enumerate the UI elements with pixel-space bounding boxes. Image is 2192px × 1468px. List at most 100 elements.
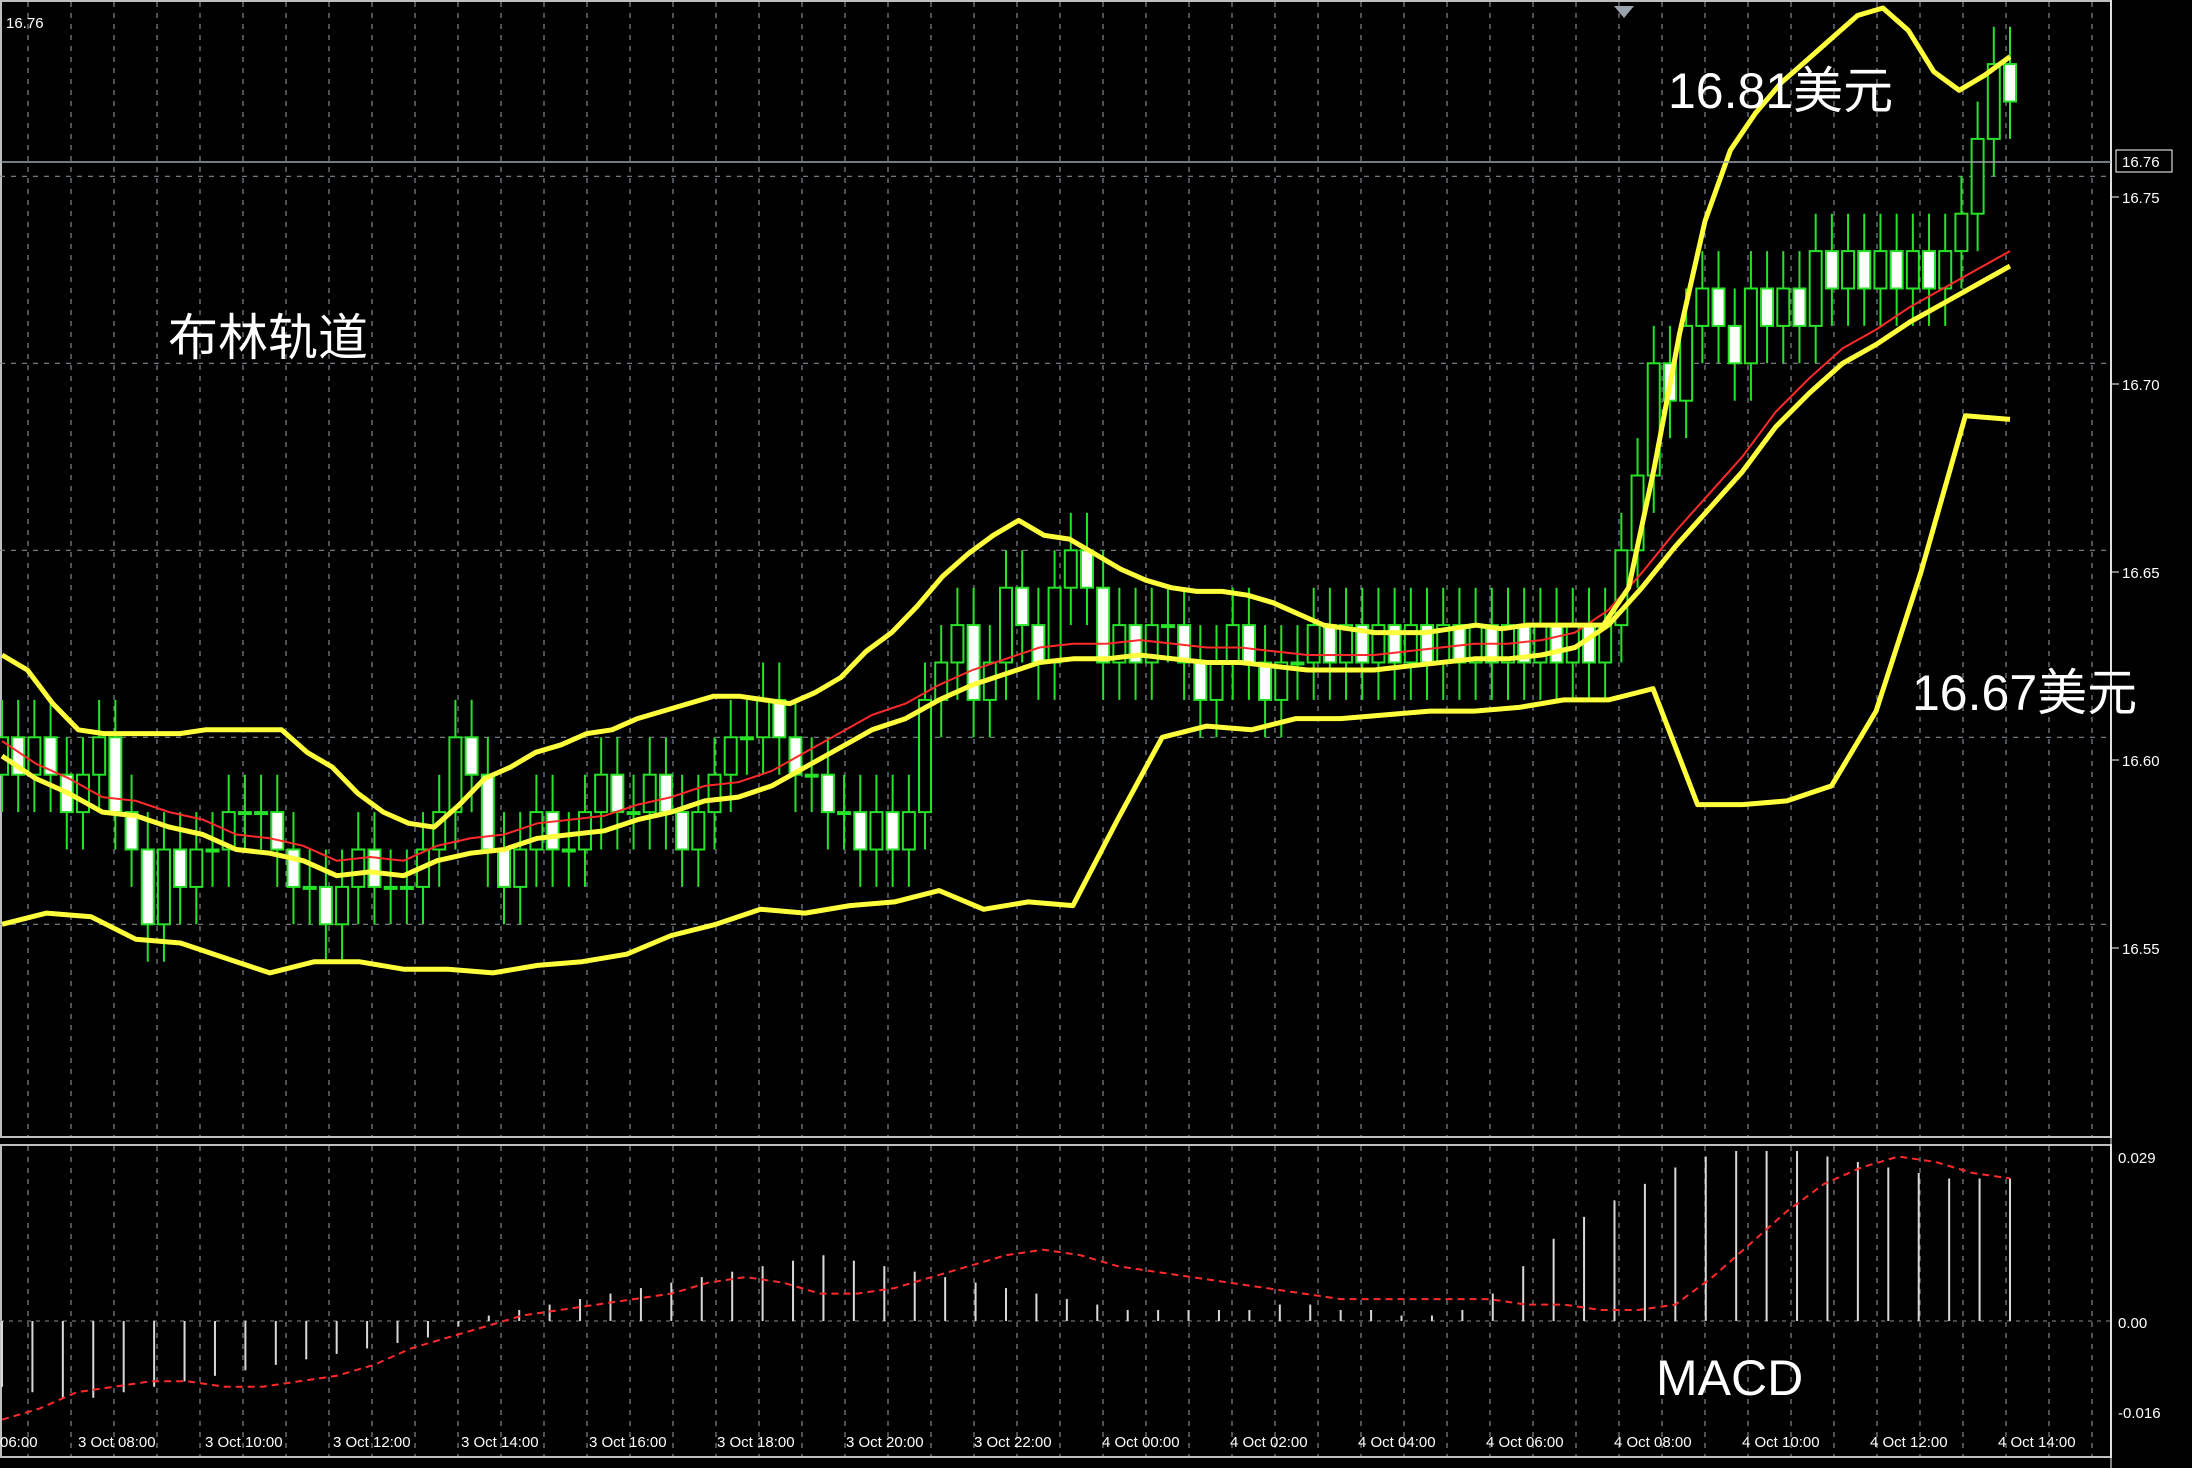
candle-body [27, 736, 42, 776]
candle-body [1743, 287, 1758, 365]
upper-price-annotation: 16.81美元 [1668, 63, 1893, 119]
candle-body [399, 885, 414, 890]
candle-body [1063, 549, 1078, 589]
candle-body [1679, 324, 1694, 402]
candle-body [756, 698, 771, 739]
candle-body [869, 811, 884, 851]
candle-body [1889, 250, 1904, 290]
moving-average-line [1, 250, 2011, 862]
candle-body [918, 698, 933, 814]
candle-body [335, 885, 350, 926]
y-tick-label: 16.65 [2122, 565, 2160, 582]
x-tick-label: 4 Oct 00:00 [1102, 1434, 1180, 1451]
candle-body [691, 811, 706, 851]
candle-body [675, 811, 690, 851]
y-tick-label: 16.70 [2122, 377, 2160, 394]
candle-body [1274, 661, 1289, 701]
candle-body [75, 773, 90, 814]
macd-tick-label: -0.016 [2118, 1405, 2161, 1422]
candle-body [1015, 586, 1030, 627]
candle-body [92, 736, 107, 776]
macd-tick-label: 0.00 [2118, 1315, 2147, 1332]
x-tick-label: 3 Oct 20:00 [846, 1434, 924, 1451]
candle-body [1241, 624, 1256, 664]
x-tick-label: 06:00 [0, 1434, 38, 1451]
candle-body [1047, 586, 1062, 664]
x-tick-label: 3 Oct 16:00 [589, 1434, 667, 1451]
candle-body [205, 848, 220, 853]
candle-body [1193, 661, 1208, 701]
candle-body [642, 773, 657, 814]
candle-body [140, 848, 155, 926]
bollinger-middle-band [0, 263, 2012, 879]
candle-body [1096, 586, 1111, 664]
candle-body [189, 848, 204, 888]
macd-histogram [1, 1151, 2011, 1398]
candle-body [885, 811, 900, 851]
candle-body [1922, 250, 1937, 290]
macd-axis: 0.029 0.00 -0.016 [2118, 1150, 2161, 1422]
bollinger-lower-band [1, 413, 2011, 976]
time-axis: 06:00 3 Oct 08:00 3 Oct 10:00 3 Oct 12:00 3 … [0, 1434, 2076, 1451]
candle-body [561, 848, 576, 853]
candle-body [658, 773, 673, 814]
candle-body [1776, 287, 1791, 327]
x-tick-label: 4 Oct 10:00 [1742, 1434, 1820, 1451]
chart-shift-marker[interactable] [1614, 6, 1634, 18]
candle-body [1079, 549, 1094, 589]
candle-body [1824, 250, 1839, 290]
candle-body [626, 811, 641, 816]
corner-price-label: 16.76 [6, 15, 44, 32]
y-tick-label: 16.75 [2122, 190, 2160, 207]
candle-body [1339, 624, 1354, 664]
candle-body [254, 811, 269, 816]
candle-body [1808, 250, 1823, 327]
x-tick-label: 4 Oct 08:00 [1614, 1434, 1692, 1451]
candle-body [772, 698, 787, 739]
candle-body [545, 811, 560, 851]
x-tick-label: 3 Oct 22:00 [974, 1434, 1052, 1451]
candle-body [2003, 63, 2017, 103]
candle-body [108, 736, 123, 814]
candle-body [156, 848, 171, 926]
candle-body [1857, 250, 1872, 290]
candle-body [173, 848, 188, 888]
candle-body [1258, 661, 1273, 701]
candle-body [1225, 624, 1240, 664]
candle-body [1954, 212, 1969, 253]
candle-body [1938, 250, 1953, 290]
candle-body [1209, 661, 1224, 701]
candle-body [1290, 661, 1305, 666]
current-price-box [2115, 149, 2173, 173]
candle-body [853, 811, 868, 851]
candlesticks [0, 26, 2017, 962]
candle-body [1711, 287, 1726, 327]
candle-body [1549, 624, 1564, 664]
macd-tick-label: 0.029 [2118, 1150, 2156, 1167]
candle-body [739, 736, 754, 741]
x-tick-label: 3 Oct 08:00 [78, 1434, 156, 1451]
candle-body [999, 586, 1013, 664]
lower-price-annotation: 16.67美元 [1912, 665, 2137, 721]
candle-body [1760, 287, 1775, 327]
y-tick-label: 16.60 [2122, 753, 2160, 770]
candle-body [1905, 250, 1920, 290]
x-tick-label: 3 Oct 18:00 [717, 1434, 795, 1451]
candle-body [464, 736, 479, 776]
candle-body [270, 811, 285, 851]
candle-body [1792, 287, 1807, 327]
x-tick-label: 3 Oct 14:00 [461, 1434, 539, 1451]
candle-body [1727, 324, 1742, 365]
candle-body [1873, 250, 1888, 290]
price-axis: 16.75 16.70 16.65 16.60 16.55 [2111, 190, 2160, 958]
x-tick-label: 4 Oct 06:00 [1486, 1434, 1564, 1451]
bollinger-upper-band [0, 5, 2012, 830]
candle-body [610, 773, 625, 814]
candle-body [367, 848, 382, 888]
candle-body [1970, 137, 1985, 215]
candle-body [124, 811, 139, 851]
candle-body [1031, 624, 1046, 664]
candle-body [1160, 624, 1175, 629]
candle-body [480, 773, 495, 851]
